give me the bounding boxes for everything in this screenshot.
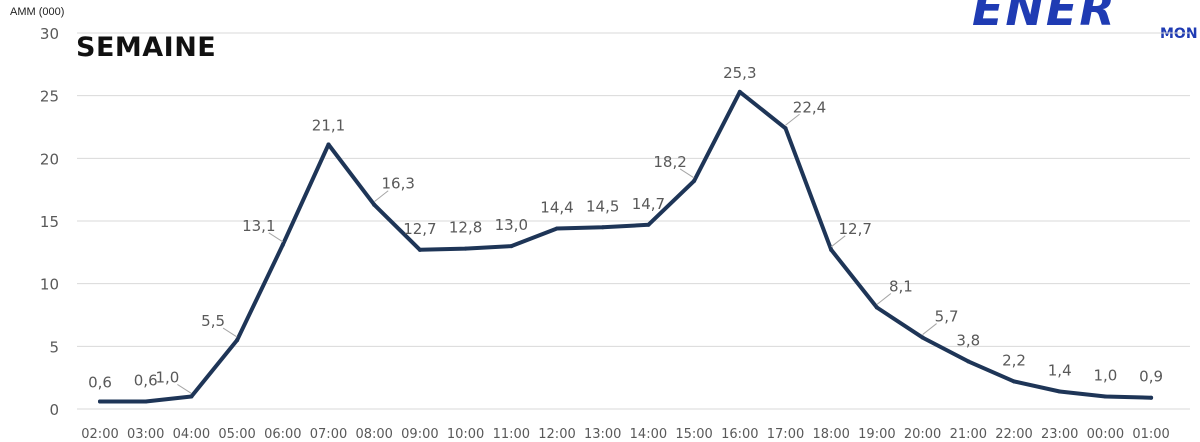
- data-label: 5,7: [935, 308, 959, 326]
- data-label-leader: [177, 384, 192, 394]
- x-tick-label: 09:00: [401, 427, 438, 442]
- data-point: [555, 226, 559, 231]
- data-point: [692, 178, 697, 183]
- data-point: [372, 202, 377, 207]
- y-tick-label: 20: [40, 150, 59, 168]
- data-label-leader: [830, 235, 846, 248]
- data-label: 1,4: [1048, 361, 1072, 379]
- y-tick-label: 15: [40, 213, 59, 231]
- x-tick-label: 15:00: [675, 427, 712, 442]
- x-tick-label: 20:00: [904, 427, 941, 442]
- data-label: 2,2: [1002, 351, 1026, 369]
- x-tick-label: 19:00: [858, 427, 895, 442]
- data-point: [1012, 379, 1016, 384]
- data-label: 16,3: [381, 175, 414, 193]
- x-tick-label: 21:00: [950, 427, 987, 442]
- data-point: [189, 394, 194, 399]
- data-label: 18,2: [653, 153, 686, 171]
- data-label: 1,0: [1093, 366, 1117, 384]
- data-point: [737, 89, 742, 94]
- x-tick-label: 22:00: [995, 427, 1032, 442]
- data-label-leader: [876, 293, 892, 305]
- data-label: 22,4: [793, 98, 826, 116]
- data-label: 12,8: [449, 219, 482, 237]
- data-point: [966, 359, 971, 364]
- y-axis-label: AMM (000): [10, 6, 65, 18]
- data-point: [829, 247, 834, 252]
- y-tick-label: 0: [49, 401, 59, 419]
- data-point: [1149, 395, 1154, 400]
- series-line: [98, 89, 1154, 404]
- data-label: 12,7: [838, 220, 871, 238]
- data-point: [463, 246, 468, 251]
- data-label: 21,1: [312, 117, 345, 135]
- data-label: 0,6: [134, 371, 158, 389]
- x-tick-label: 16:00: [721, 427, 758, 442]
- x-tick-label: 01:00: [1132, 427, 1169, 442]
- x-tick-label: 23:00: [1041, 427, 1078, 442]
- x-tick-label: 14:00: [630, 427, 667, 442]
- data-label-leader: [373, 190, 389, 203]
- data-point: [326, 142, 331, 147]
- y-tick-label: 25: [40, 88, 59, 106]
- data-label: 12,7: [403, 220, 436, 238]
- data-point: [235, 338, 240, 343]
- data-point: [600, 225, 605, 230]
- data-label: 14,7: [632, 195, 665, 213]
- data-label-leader: [679, 168, 695, 179]
- data-point: [1103, 394, 1108, 399]
- data-label: 0,9: [1139, 368, 1163, 386]
- x-tick-label: 02:00: [81, 427, 118, 442]
- data-label-leader: [785, 113, 800, 126]
- x-tick-label: 04:00: [173, 427, 210, 442]
- data-label: 8,1: [889, 277, 913, 295]
- x-tick-label: 12:00: [538, 427, 575, 442]
- data-point: [646, 222, 651, 227]
- chart-title: SEMAINE: [76, 32, 217, 63]
- data-point: [874, 305, 879, 310]
- data-point: [280, 242, 285, 247]
- data-label-leader: [222, 327, 238, 338]
- data-label: 14,5: [586, 197, 619, 215]
- x-tick-label: 06:00: [264, 427, 301, 442]
- data-label: 1,0: [155, 368, 179, 386]
- y-tick-label: 5: [49, 338, 59, 356]
- y-tick-label: 10: [40, 276, 59, 294]
- data-label: 13,1: [242, 217, 275, 235]
- x-tick-label: 08:00: [355, 427, 392, 442]
- data-label: 5,5: [201, 312, 225, 330]
- x-tick-label: 00:00: [1087, 427, 1124, 442]
- data-point: [143, 399, 148, 404]
- x-tick-label: 17:00: [767, 427, 804, 442]
- logo-subtext: MON: [1160, 26, 1198, 42]
- data-point: [1057, 389, 1062, 394]
- data-label: 14,4: [540, 199, 573, 217]
- data-point: [920, 335, 925, 340]
- data-point: [98, 399, 102, 404]
- data-label: 25,3: [723, 64, 756, 82]
- x-tick-label: 18:00: [812, 427, 849, 442]
- x-tick-label: 03:00: [127, 427, 164, 442]
- x-tick-label: 05:00: [218, 427, 255, 442]
- data-point: [417, 247, 422, 252]
- data-point: [509, 244, 514, 249]
- data-point: [783, 126, 788, 131]
- data-label: 13,0: [495, 216, 528, 234]
- x-tick-label: 07:00: [310, 427, 347, 442]
- y-tick-label: 30: [40, 25, 59, 43]
- data-label: 3,8: [956, 331, 980, 349]
- brand-logo: ENER MON: [966, 0, 1200, 46]
- x-tick-label: 13:00: [584, 427, 621, 442]
- x-tick-label: 10:00: [447, 427, 484, 442]
- logo-wordmark: ENER: [972, 0, 1117, 36]
- data-label-leader: [922, 323, 937, 335]
- data-label-leader: [268, 232, 284, 243]
- data-label: 0,6: [88, 373, 112, 391]
- x-tick-label: 11:00: [493, 427, 530, 442]
